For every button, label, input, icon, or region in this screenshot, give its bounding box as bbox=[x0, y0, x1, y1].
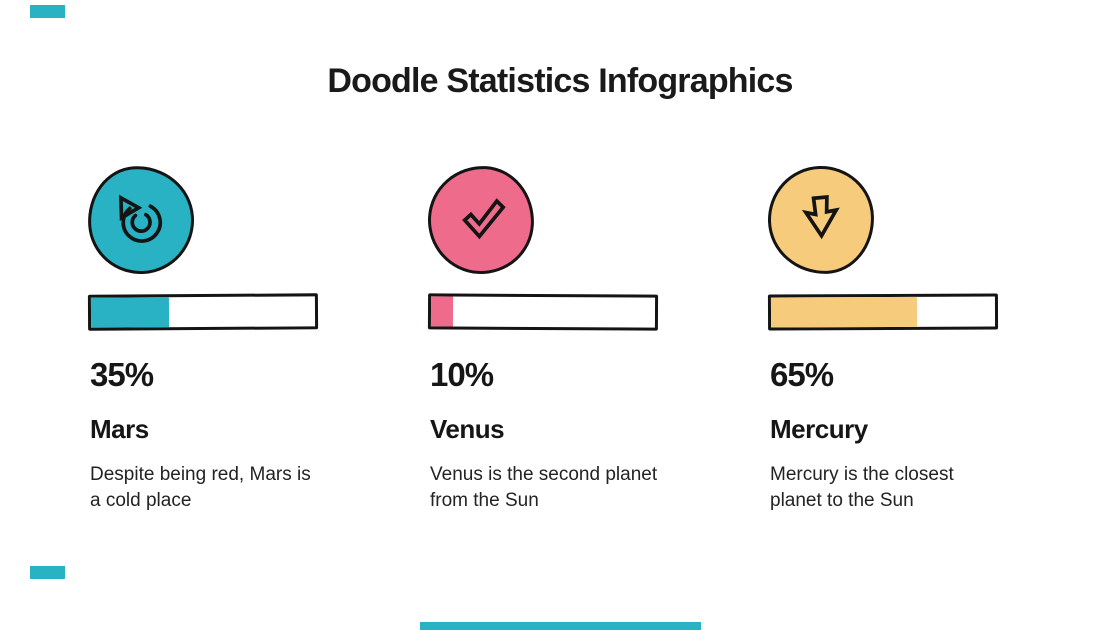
planet-description-mars: Despite being red, Mars is a cold place bbox=[90, 464, 311, 511]
rotate-arrow-icon bbox=[101, 178, 180, 262]
percent-value-mars: 35% bbox=[90, 356, 154, 393]
progress-bar-venus bbox=[427, 293, 659, 331]
percent-value-mercury: 65% bbox=[770, 356, 834, 393]
planet-description-venus: Venus is the second planet from the Sun bbox=[430, 464, 658, 511]
checkmark-icon bbox=[442, 179, 520, 262]
icon-badge-mars bbox=[84, 162, 198, 278]
planet-name-mars: Mars bbox=[90, 414, 149, 444]
down-arrow-icon bbox=[783, 179, 860, 261]
icon-badge-venus bbox=[425, 163, 537, 277]
accent-bar-bottom bbox=[420, 622, 701, 630]
progress-bar-mercury bbox=[767, 293, 999, 331]
planet-description-mercury: Mercury is the closest planet to the Sun bbox=[770, 464, 954, 511]
stat-card-mars: 35% Mars Despite being red, Mars is a co… bbox=[84, 0, 328, 630]
stat-card-mercury: 65% Mercury Mercury is the closest plane… bbox=[766, 0, 1008, 630]
planet-name-venus: Venus bbox=[430, 414, 505, 444]
percent-value-venus: 10% bbox=[430, 356, 494, 393]
planet-name-mercury: Mercury bbox=[770, 414, 868, 444]
progress-fill-mercury bbox=[770, 296, 917, 328]
progress-bar-mars bbox=[87, 293, 319, 331]
accent-mark-bottom-left bbox=[30, 566, 65, 579]
progress-fill-venus bbox=[430, 296, 454, 327]
accent-mark-top-left bbox=[30, 5, 65, 18]
stat-card-venus: 10% Venus Venus is the second planet fro… bbox=[425, 0, 668, 630]
progress-fill-mars bbox=[90, 297, 170, 328]
icon-badge-mercury bbox=[766, 164, 876, 276]
page-title: Doodle Statistics Infographics bbox=[327, 62, 793, 100]
